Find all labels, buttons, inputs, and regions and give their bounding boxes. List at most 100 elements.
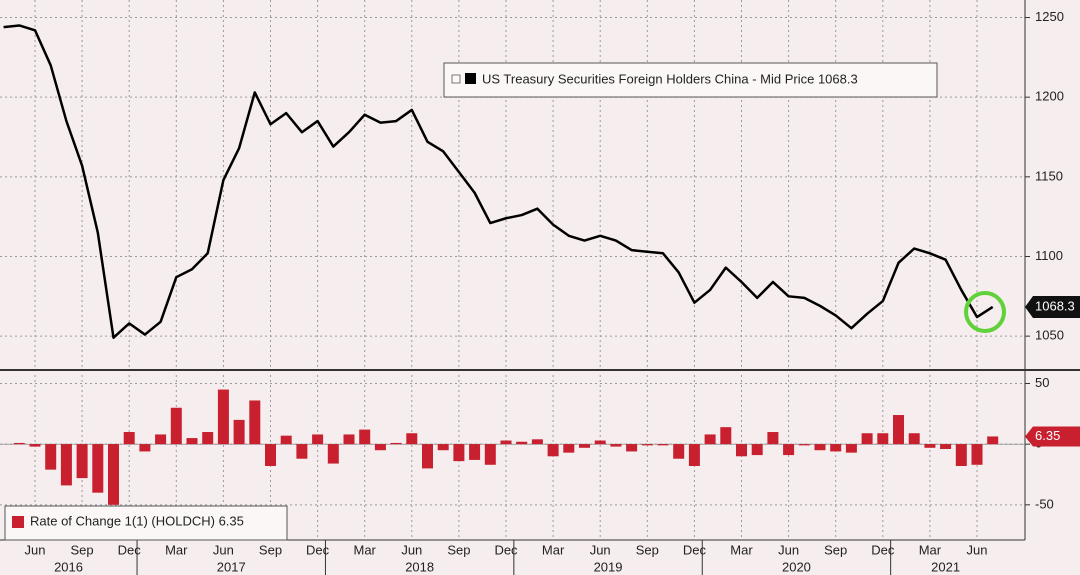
y-tick-label: 1050 <box>1035 328 1064 343</box>
x-year-label: 2020 <box>782 559 811 574</box>
bar <box>673 444 685 459</box>
bar <box>312 434 324 445</box>
bar <box>783 444 795 456</box>
x-tick-label: Dec <box>871 542 895 557</box>
bar <box>390 442 402 445</box>
bar <box>500 440 512 445</box>
bar <box>202 432 214 445</box>
x-year-label: 2019 <box>594 559 623 574</box>
bar <box>704 434 716 445</box>
last-value-tag <box>1025 295 1080 318</box>
bar <box>547 444 559 457</box>
bar <box>594 440 606 445</box>
bar <box>265 444 276 466</box>
bar <box>720 427 732 445</box>
bar <box>641 444 653 446</box>
bar <box>186 438 198 445</box>
bar <box>626 444 638 452</box>
bar <box>170 407 182 445</box>
line <box>3 24 994 339</box>
bar <box>343 434 355 445</box>
bar <box>374 444 386 451</box>
x-tick-label: Jun <box>25 542 46 557</box>
bar <box>940 444 952 450</box>
x-tick-label: Dec <box>306 542 330 557</box>
bar <box>987 436 999 445</box>
bar <box>908 433 920 445</box>
last-value-label: 6.35 <box>1035 428 1060 443</box>
bar <box>29 444 41 447</box>
bar <box>971 444 983 465</box>
bar <box>751 444 763 456</box>
x-tick-label: Sep <box>447 542 470 557</box>
bar <box>877 433 889 445</box>
legend-box <box>443 62 938 98</box>
bar <box>610 444 622 447</box>
bar <box>45 444 57 470</box>
x-year-label: 2021 <box>931 559 960 574</box>
bar <box>155 434 167 445</box>
legend-box <box>4 505 288 541</box>
y-tick-label: 1200 <box>1035 89 1064 104</box>
last-value-label: 1068.3 <box>1035 298 1075 313</box>
bar <box>60 444 72 486</box>
bar <box>108 444 119 505</box>
x-tick-label: Jun <box>590 542 611 557</box>
bar <box>484 444 496 465</box>
bar <box>437 444 449 451</box>
bar <box>798 444 810 446</box>
marks <box>3 24 999 505</box>
highlight-circle <box>964 291 1006 333</box>
x-tick-label: Mar <box>354 542 377 557</box>
bar <box>76 444 88 479</box>
legend-bottom: Rate of Change 1(1) (HOLDCH) 6.35 <box>4 505 288 541</box>
x-year-label: 2016 <box>54 559 83 574</box>
bar <box>123 432 135 445</box>
bar <box>453 444 465 462</box>
bar <box>955 444 967 466</box>
bar <box>92 444 104 493</box>
labels: 105011001150120012501068.3500-506.35JunS… <box>25 9 1080 574</box>
bar <box>280 435 292 445</box>
x-tick-label: Sep <box>259 542 282 557</box>
bar <box>516 441 528 445</box>
x-tick-label: Mar <box>542 542 565 557</box>
y-tick-label: 50 <box>1035 375 1049 390</box>
grid <box>0 0 1030 575</box>
bar <box>657 444 669 446</box>
bar <box>217 389 229 445</box>
bar <box>845 444 857 453</box>
bar <box>579 444 590 448</box>
legend-label: US Treasury Securities Foreign Holders C… <box>482 71 858 86</box>
y-tick-label: 1250 <box>1035 9 1064 24</box>
bar <box>296 444 308 459</box>
y-tick-label: 1150 <box>1035 168 1063 183</box>
x-year-label: 2018 <box>405 559 434 574</box>
y-tick-label: -50 <box>1035 496 1054 511</box>
bar <box>139 444 151 452</box>
x-tick-label: Jun <box>778 542 799 557</box>
legend-label: Rate of Change 1(1) (HOLDCH) 6.35 <box>30 513 244 528</box>
x-tick-label: Mar <box>165 542 188 557</box>
bar <box>13 442 25 445</box>
legend-icon <box>451 74 461 84</box>
x-tick-label: Jun <box>213 542 234 557</box>
legend-swatch <box>12 516 24 528</box>
bar <box>233 419 245 445</box>
bar <box>830 444 842 452</box>
x-tick-label: Dec <box>118 542 142 557</box>
y-tick-label: 1100 <box>1035 248 1063 263</box>
x-tick-label: Mar <box>730 542 753 557</box>
x-tick-label: Jun <box>967 542 988 557</box>
x-tick-label: Sep <box>71 542 94 557</box>
x-tick-label: Dec <box>494 542 518 557</box>
bar <box>861 433 873 445</box>
bar <box>531 439 543 445</box>
bar <box>563 444 575 453</box>
bar <box>924 444 936 448</box>
legend-swatch <box>465 73 476 84</box>
last-value-tag <box>1025 426 1080 447</box>
bar <box>736 444 747 457</box>
